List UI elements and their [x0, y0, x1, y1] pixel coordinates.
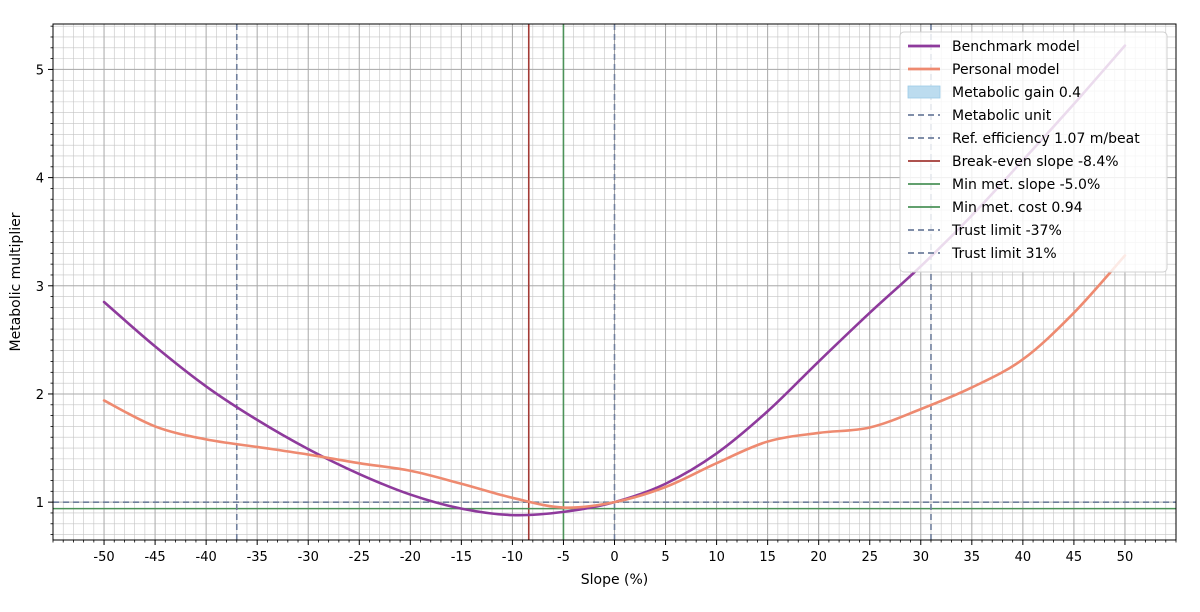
y-tick-label: 2	[36, 388, 44, 403]
y-axis-label: Metabolic multiplier	[8, 212, 24, 351]
x-tick-label: 15	[759, 550, 776, 565]
x-tick-label: 10	[708, 550, 725, 565]
y-tick-label: 4	[36, 172, 44, 187]
legend-label: Trust limit -37%	[951, 223, 1062, 239]
legend-label: Min met. slope -5.0%	[952, 177, 1100, 193]
y-tick-label: 3	[36, 280, 44, 295]
x-tick-label: -25	[349, 550, 370, 565]
x-tick-label: 45	[1066, 550, 1083, 565]
legend-label: Trust limit 31%	[951, 246, 1057, 262]
series-line	[102, 254, 1127, 509]
legend-swatch	[907, 85, 941, 99]
y-axis: 1 2 3 4 5	[36, 25, 53, 535]
x-tick-label: 35	[964, 550, 981, 565]
x-tick-label: 25	[861, 550, 878, 565]
x-tick-label: 5	[661, 550, 669, 565]
x-tick-label: -45	[144, 550, 165, 565]
y-tick-label: 5	[36, 63, 44, 78]
x-tick-label: 30	[912, 550, 929, 565]
legend-label: Metabolic unit	[952, 108, 1052, 124]
x-tick-label: -10	[502, 550, 523, 565]
x-tick-label: -15	[451, 550, 472, 565]
legend: Benchmark model Personal model Metabolic g…	[899, 31, 1168, 273]
y-tick-label: 1	[36, 496, 44, 511]
legend-label: Min met. cost 0.94	[952, 200, 1083, 216]
legend-label: Personal model	[952, 62, 1060, 78]
x-tick-label: -35	[247, 550, 268, 565]
legend-label: Metabolic gain 0.4	[952, 85, 1081, 101]
x-tick-label: -5	[557, 550, 570, 565]
x-tick-label: -20	[400, 550, 421, 565]
x-tick-label: -40	[196, 550, 217, 565]
x-axis-label: Slope (%)	[581, 572, 649, 588]
legend-label: Break-even slope -8.4%	[952, 154, 1119, 170]
x-axis: -50 -45 -40 -35 -30 -25 -20 -15 -10 -5 0 5 10 15 20 25 3…	[52, 540, 1177, 565]
x-tick-label: 40	[1015, 550, 1032, 565]
x-tick-label: 20	[810, 550, 827, 565]
legend-label: Benchmark model	[952, 39, 1080, 55]
x-tick-label: -50	[93, 550, 114, 565]
x-tick-label: -30	[298, 550, 319, 565]
legend-box	[899, 31, 1168, 273]
x-tick-label: 50	[1117, 550, 1134, 565]
x-tick-label: 0	[610, 550, 618, 565]
legend-label: Ref. efficiency 1.07 m/beat	[952, 131, 1140, 147]
